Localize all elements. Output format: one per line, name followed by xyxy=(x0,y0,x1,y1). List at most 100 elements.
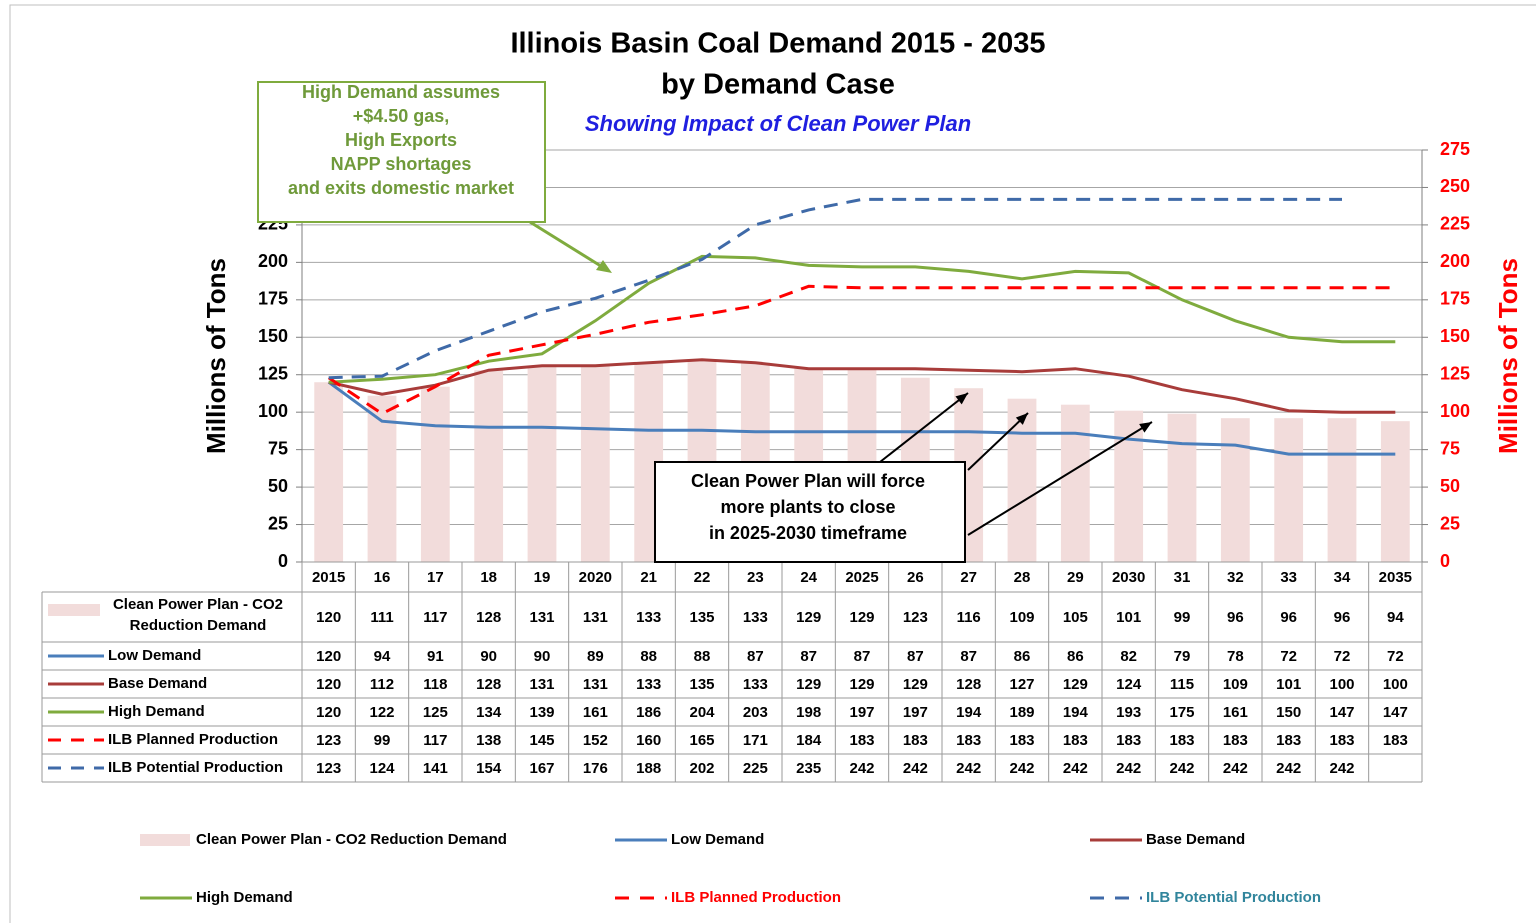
arrow xyxy=(967,412,1029,471)
table-cell: 194 xyxy=(1063,704,1089,721)
table-cell: 161 xyxy=(1223,704,1248,721)
table-cell: 150 xyxy=(1276,704,1301,721)
table-cell: 131 xyxy=(583,676,608,693)
x-tick-label: 2035 xyxy=(1379,569,1412,586)
table-cell: 78 xyxy=(1227,648,1244,665)
table-cell: 133 xyxy=(743,609,768,626)
table-cell: 134 xyxy=(476,704,502,721)
table-cell: 90 xyxy=(534,648,551,665)
table-cell: 171 xyxy=(743,732,768,749)
table-cell: 184 xyxy=(796,732,822,749)
table-cell: 72 xyxy=(1280,648,1297,665)
bar xyxy=(1007,398,1037,562)
table-cell: 183 xyxy=(1329,732,1354,749)
y2-tick-label: 25 xyxy=(1440,513,1460,533)
y-tick-label: 0 xyxy=(278,551,288,571)
y2-tick-label: 75 xyxy=(1440,438,1460,458)
x-tick-label: 23 xyxy=(747,569,764,586)
table-cell: 202 xyxy=(689,760,714,777)
table-cell: 183 xyxy=(903,732,928,749)
x-tick-label: 19 xyxy=(534,569,551,586)
table-cell: 88 xyxy=(694,648,711,665)
table-cell: 242 xyxy=(956,760,981,777)
y2-tick-label: 100 xyxy=(1440,401,1470,421)
table-cell: 135 xyxy=(689,609,714,626)
y2-axis-label: Millions of Tons xyxy=(1493,258,1523,454)
table-cell: 87 xyxy=(907,648,924,665)
table-cell: 183 xyxy=(1169,732,1194,749)
table-cell: 138 xyxy=(476,732,501,749)
x-tick-label: 29 xyxy=(1067,569,1084,586)
table-row-label: Low Demand xyxy=(108,647,201,664)
x-tick-label: 18 xyxy=(480,569,497,586)
table-cell: 72 xyxy=(1387,648,1404,665)
x-tick-label: 2030 xyxy=(1112,569,1145,586)
y2-tick-label: 50 xyxy=(1440,476,1460,496)
bar xyxy=(314,382,344,562)
table-cell: 96 xyxy=(1334,609,1351,626)
table-cell: 87 xyxy=(960,648,977,665)
table-cell: 183 xyxy=(1276,732,1301,749)
table-cell: 176 xyxy=(583,760,608,777)
x-tick-label: 26 xyxy=(907,569,924,586)
chart-subtitle: Showing Impact of Clean Power Plan xyxy=(585,111,971,136)
table-cell: 91 xyxy=(427,648,444,665)
annotation-text: +$4.50 gas, xyxy=(353,106,450,126)
table-cell: 242 xyxy=(1063,760,1088,777)
table-cell: 79 xyxy=(1174,648,1191,665)
arrow xyxy=(529,220,605,270)
table-cell: 161 xyxy=(583,704,608,721)
table-cell: 87 xyxy=(854,648,871,665)
annotation-box xyxy=(654,461,966,563)
x-tick-label: 22 xyxy=(694,569,711,586)
legend-label: ILB Potential Production xyxy=(1146,889,1321,906)
table-cell: 72 xyxy=(1334,648,1351,665)
x-tick-label: 17 xyxy=(427,569,444,586)
table-cell: 242 xyxy=(1116,760,1141,777)
table-cell: 129 xyxy=(849,676,874,693)
table-cell: 128 xyxy=(476,609,501,626)
y-tick-label: 175 xyxy=(258,289,288,309)
table-cell: 109 xyxy=(1223,676,1248,693)
table-cell: 117 xyxy=(423,609,447,626)
table-cell: 125 xyxy=(423,704,448,721)
bar xyxy=(1380,421,1410,562)
legend-label: High Demand xyxy=(196,889,293,906)
bar xyxy=(1167,413,1197,562)
table-cell: 129 xyxy=(796,609,821,626)
line xyxy=(328,197,1342,380)
table-cell: 197 xyxy=(849,704,874,721)
table-cell: 160 xyxy=(636,732,661,749)
annotation-text: High Demand assumes xyxy=(302,82,500,102)
table-cell: 235 xyxy=(796,760,821,777)
y2-tick-label: 150 xyxy=(1440,326,1470,346)
table-cell: 193 xyxy=(1116,704,1141,721)
table-cell: 145 xyxy=(529,732,554,749)
table-cell: 124 xyxy=(369,760,395,777)
table-cell: 128 xyxy=(956,676,981,693)
x-tick-label: 31 xyxy=(1174,569,1191,586)
annotation-text: High Exports xyxy=(345,130,457,150)
table-cell: 152 xyxy=(583,732,608,749)
table-cell: 120 xyxy=(316,648,341,665)
table-row-label-text: Clean Power Plan - CO2 Reduction Demand xyxy=(112,596,284,634)
table-cell: 131 xyxy=(583,609,608,626)
table-cell: 90 xyxy=(480,648,497,665)
table-cell: 133 xyxy=(743,676,768,693)
annotation-text: and exits domestic market xyxy=(288,178,514,198)
table-cell: 112 xyxy=(370,676,394,693)
table-cell: 242 xyxy=(1169,760,1194,777)
table-cell: 197 xyxy=(903,704,928,721)
x-tick-label: 33 xyxy=(1280,569,1297,586)
y2-tick-label: 175 xyxy=(1440,289,1470,309)
x-tick-label: 21 xyxy=(640,569,657,586)
x-tick-label: 24 xyxy=(800,569,817,586)
y-tick-label: 125 xyxy=(258,363,288,383)
table-cell: 183 xyxy=(1383,732,1408,749)
table-cell: 165 xyxy=(689,732,714,749)
x-tick-label: 34 xyxy=(1334,569,1351,586)
table-cell: 99 xyxy=(374,732,391,749)
table-cell: 183 xyxy=(1009,732,1034,749)
x-tick-label: 27 xyxy=(960,569,977,586)
